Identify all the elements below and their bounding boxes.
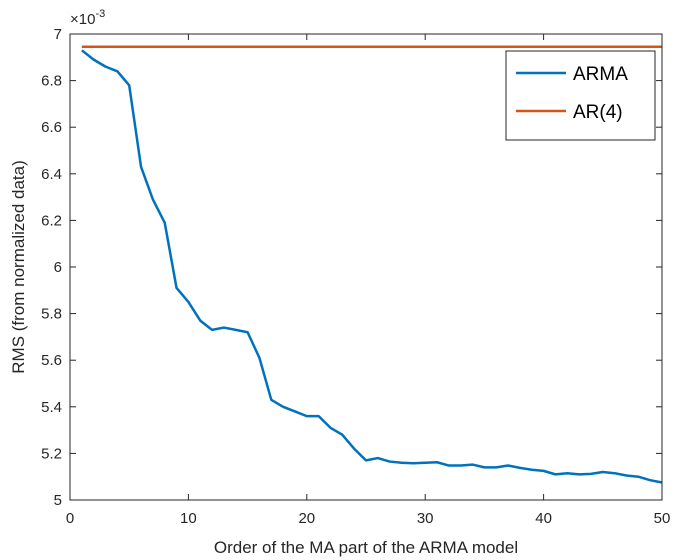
x-tick-label: 50 xyxy=(654,510,671,527)
x-tick-label: 10 xyxy=(180,510,197,527)
y-tick-label: 7 xyxy=(54,26,62,43)
x-tick-label: 40 xyxy=(535,510,552,527)
y-exponent-power: -3 xyxy=(95,8,105,20)
x-tick-label: 20 xyxy=(298,510,315,527)
y-exponent-base: ×10 xyxy=(70,11,95,28)
x-axis-title: Order of the MA part of the ARMA model xyxy=(214,538,518,557)
series-line-arma xyxy=(81,49,663,484)
y-axis-title: RMS (from normalized data) xyxy=(9,160,28,374)
y-exponent-label: ×10-3 xyxy=(70,8,105,28)
x-tick-label: 30 xyxy=(417,510,434,527)
series-layer xyxy=(81,45,663,484)
legend: ARMA AR(4) xyxy=(505,50,656,141)
legend-label-arma: ARMA xyxy=(573,64,628,85)
y-tick-label: 5.4 xyxy=(41,399,62,416)
y-tick-label: 6.6 xyxy=(41,119,62,136)
y-tick-label: 5.8 xyxy=(41,306,62,323)
y-tick-label: 5.2 xyxy=(41,445,62,462)
y-tick-label: 6.2 xyxy=(41,212,62,229)
y-tick-label: 5 xyxy=(54,492,62,509)
y-tick-label: 6.8 xyxy=(41,73,62,90)
y-tick-label: 5.6 xyxy=(41,352,62,369)
legend-box xyxy=(505,50,656,141)
x-tick-label: 0 xyxy=(66,510,74,527)
y-tick-label: 6 xyxy=(54,259,62,276)
legend-label-ar4: AR(4) xyxy=(573,102,623,123)
y-axis: 5 5.2 5.4 5.6 5.8 6 6.2 6.4 6.6 6.8 7 xyxy=(41,26,662,509)
x-axis: 0 10 20 30 40 50 xyxy=(66,34,671,527)
y-tick-label: 6.4 xyxy=(41,166,62,183)
